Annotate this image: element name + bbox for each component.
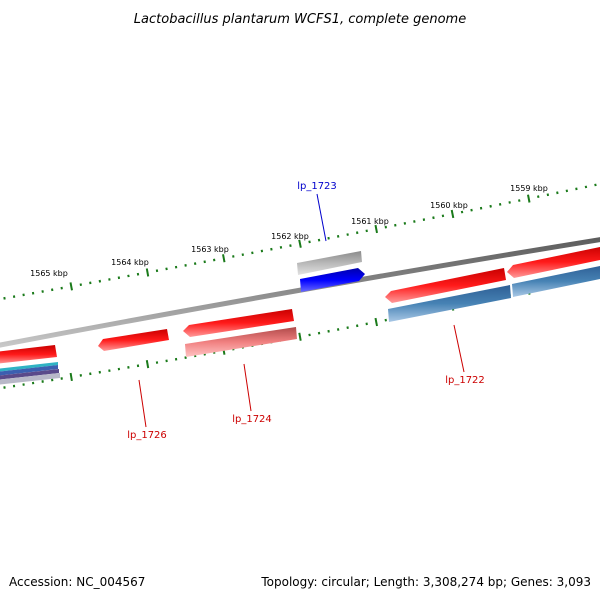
gene-leaders — [138, 193, 465, 428]
minor-tick — [460, 210, 464, 214]
cds-feature-lp_1722[interactable] — [385, 268, 506, 303]
leader-lp_1726 — [138, 379, 147, 428]
minor-tick — [336, 234, 340, 238]
minor-tick — [403, 221, 407, 225]
minor-tick — [565, 189, 569, 193]
minor-tick — [470, 208, 473, 212]
minor-tick — [432, 216, 435, 220]
cds-feature[interactable] — [507, 246, 600, 278]
topology-summary: Topology: circular; Length: 3,308,274 bp… — [260, 575, 591, 589]
major-tick — [527, 194, 531, 203]
cds-feature-lp_1722-alt[interactable] — [388, 285, 511, 322]
cds-feature-steel[interactable] — [512, 265, 600, 297]
major-tick — [450, 209, 455, 219]
minor-tick — [346, 233, 349, 236]
cds-feature-band-gray[interactable] — [0, 373, 60, 385]
cds-feature[interactable] — [0, 345, 57, 364]
gene-label-lp_1722[interactable]: lp_1722 — [445, 375, 485, 386]
minor-tick — [594, 183, 597, 187]
minor-tick — [441, 214, 445, 218]
cds-feature-band-purple[interactable] — [0, 369, 59, 380]
minor-tick — [317, 331, 321, 335]
tick-labels: 1559 kbp 1560 kbp 1561 kbp 1562 kbp 1563… — [30, 184, 548, 278]
minor-tick — [508, 201, 511, 204]
tick-label-1560: 1560 kbp — [430, 201, 468, 210]
gene-label-lp_1723[interactable]: lp_1723 — [297, 181, 337, 192]
minor-tick — [308, 333, 311, 337]
major-tick — [222, 254, 226, 263]
minor-tick — [289, 244, 292, 248]
tick-label-1564: 1564 kbp — [111, 258, 149, 267]
major-tick — [374, 317, 378, 327]
tick-label-1562: 1562 kbp — [271, 232, 309, 241]
minor-tick — [98, 279, 102, 283]
minor-tick — [336, 328, 340, 331]
major-tick — [69, 282, 73, 291]
minor-tick — [346, 326, 349, 330]
major-tick — [145, 360, 150, 369]
minor-tick — [308, 240, 311, 244]
leader-lp_1723 — [316, 193, 327, 242]
map-title: Lactobacillus plantarum WCFS1, complete … — [134, 12, 466, 27]
cds-feature-gray[interactable] — [297, 251, 362, 275]
forward-features — [0, 246, 600, 364]
minor-tick — [41, 290, 44, 293]
major-tick — [374, 224, 378, 234]
major-tick — [145, 268, 150, 277]
minor-tick — [165, 267, 168, 271]
minor-tick — [127, 274, 130, 278]
major-tick — [69, 372, 73, 382]
leader-lp_1724 — [243, 363, 252, 412]
gene-label-lp_1724[interactable]: lp_1724 — [232, 414, 272, 425]
cds-feature-band-teal[interactable] — [0, 362, 58, 372]
minor-tick — [413, 220, 416, 223]
major-tick — [298, 332, 302, 341]
cds-feature-lp_1724[interactable] — [183, 309, 294, 337]
cds-feature-lp_1726[interactable] — [98, 329, 169, 351]
minor-tick — [518, 199, 521, 202]
minor-tick — [279, 245, 283, 249]
minor-tick — [489, 204, 492, 208]
cds-feature-lp_1723[interactable] — [300, 268, 365, 292]
minor-tick — [384, 318, 387, 322]
tick-label-1559: 1559 kbp — [510, 184, 548, 193]
secondary-features — [0, 265, 600, 385]
minor-tick — [317, 238, 321, 242]
accession-text: Accession: NC_004567 — [9, 575, 145, 589]
tick-label-1563: 1563 kbp — [191, 245, 229, 254]
gene-labels: lp_1723 lp_1722 lp_1724 lp_1726 — [127, 181, 485, 441]
minor-tick — [546, 193, 550, 197]
minor-tick — [498, 202, 502, 206]
minor-tick — [584, 185, 588, 189]
minor-tick — [556, 191, 559, 195]
cds-feature-band-blue[interactable] — [0, 365, 58, 376]
tick-label-1561: 1561 kbp — [351, 217, 389, 226]
tick-label-1565: 1565 kbp — [30, 269, 68, 278]
minor-tick — [537, 195, 540, 199]
minor-tick — [251, 251, 254, 255]
outer-tick-ring — [3, 183, 597, 300]
cds-feature-lp_1724-alt[interactable] — [185, 327, 297, 357]
gene-label-lp_1726[interactable]: lp_1726 — [127, 430, 167, 441]
minor-tick — [193, 262, 197, 266]
major-tick — [298, 239, 302, 248]
leader-lp_1722 — [453, 324, 465, 373]
